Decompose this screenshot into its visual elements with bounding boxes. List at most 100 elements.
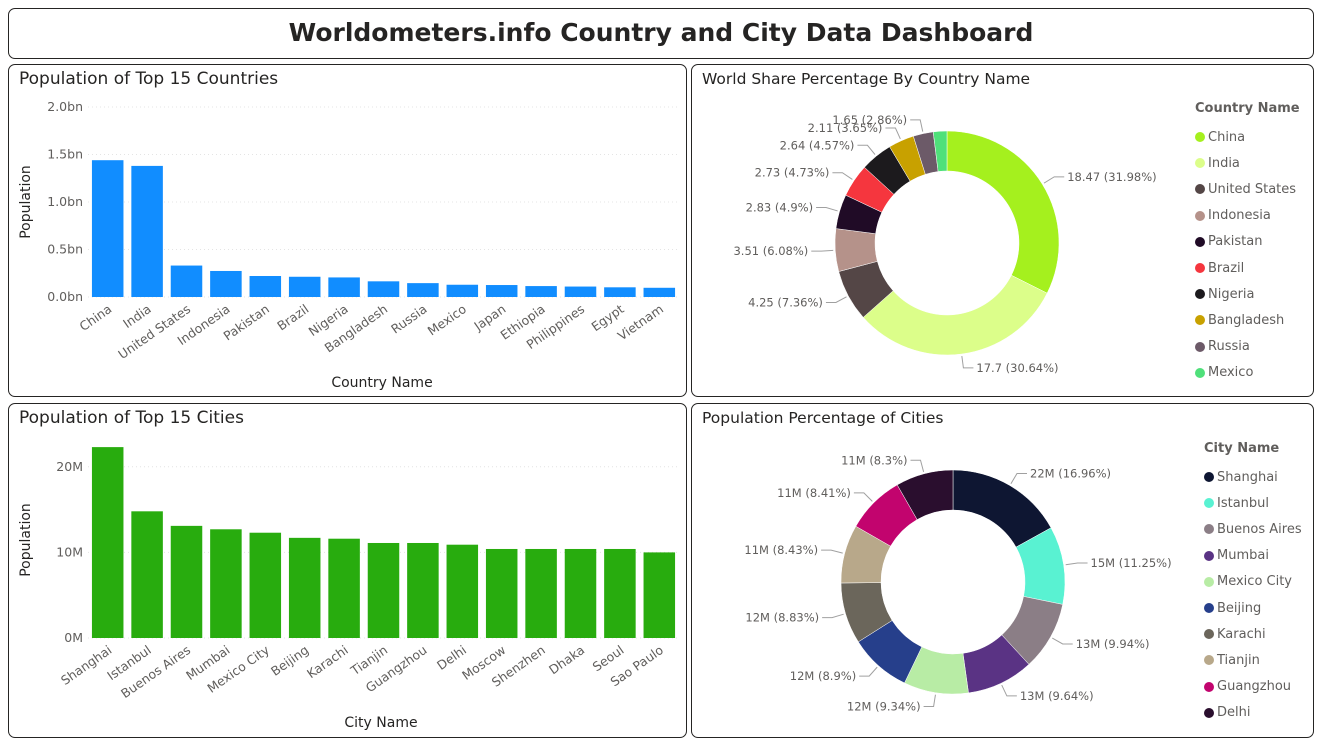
country-share-title: World Share Percentage By Country Name — [702, 70, 1031, 88]
legend-label: Mumbai — [1217, 548, 1269, 564]
y-tick-label: 0.0bn — [47, 289, 83, 304]
countries-bar-panel[interactable]: Population of Top 15 Countries 0.0bn 0.5b… — [8, 64, 687, 397]
legend-item-nigeria[interactable]: Nigeria — [1195, 281, 1300, 307]
data-label: 15M (11.25%) — [1091, 556, 1172, 570]
legend-swatch — [1195, 315, 1205, 326]
leader-line — [811, 249, 834, 252]
bar-ethiopia — [525, 286, 557, 297]
legend-item-brazil[interactable]: Brazil — [1195, 255, 1300, 281]
y-axis-title: Population — [18, 503, 34, 577]
legend-swatch — [1204, 707, 1214, 718]
legend-swatch — [1204, 655, 1214, 666]
leader-line — [910, 119, 924, 132]
legend-swatch — [1195, 132, 1205, 143]
slice-mexico — [932, 130, 948, 172]
legend-item-mexico[interactable]: Mexico — [1195, 360, 1300, 386]
y-tick-label: 0.5bn — [47, 242, 83, 257]
bar-japan — [485, 285, 518, 297]
leader-line — [853, 492, 873, 502]
legend-item-indonesia[interactable]: Indonesia — [1195, 203, 1300, 229]
y-tick-label: 1.0bn — [47, 194, 83, 209]
bar-russia — [407, 283, 439, 297]
legend-swatch — [1204, 524, 1214, 535]
legend-item-tianjin[interactable]: Tianjin — [1204, 647, 1302, 673]
bar-moscow — [485, 548, 518, 638]
data-label: 2.73 (4.73%) — [755, 166, 830, 180]
slice-india — [862, 274, 1048, 356]
x-axis-title: City Name — [344, 715, 417, 731]
bar-beijing — [288, 537, 321, 638]
city-percentage-donut[interactable]: 22M (16.96%) 15M (11.25%) 13M (9.94%) 13M (… — [692, 404, 1315, 739]
legend-label: Istanbul — [1217, 495, 1270, 511]
leader-line — [1001, 684, 1017, 697]
legend-item-karachi[interactable]: Karachi — [1204, 621, 1302, 647]
legend-label: Guangzhou — [1217, 679, 1292, 695]
legend-swatch — [1204, 550, 1214, 561]
legend-label: Buenos Aires — [1217, 521, 1302, 537]
data-label: 11M (8.3%) — [841, 453, 907, 467]
legend-item-pakistan[interactable]: Pakistan — [1195, 229, 1300, 255]
country-share-panel[interactable]: World Share Percentage By Country Name 1… — [691, 64, 1314, 397]
legend-item-india[interactable]: India — [1195, 150, 1300, 176]
country-share-donut[interactable]: 18.47 (31.98%) 17.7 (30.64%) 4.25 (7.36%) 3… — [692, 65, 1315, 398]
legend-label: Pakistan — [1208, 234, 1263, 250]
data-label: 11M (8.43%) — [744, 543, 818, 557]
leader-line — [961, 355, 974, 369]
legend-swatch — [1195, 263, 1205, 274]
bar-delhi — [446, 544, 479, 638]
data-label: 4.25 (7.36%) — [748, 296, 823, 310]
legend-label: Mexico City — [1217, 574, 1293, 590]
data-label: 2.64 (4.57%) — [780, 138, 855, 152]
leader-line — [859, 666, 878, 677]
legend-item-beijing[interactable]: Beijing — [1204, 595, 1302, 621]
legend-item-mumbai[interactable]: Mumbai — [1204, 543, 1302, 569]
leader-line — [821, 549, 843, 554]
legend-label: Beijing — [1217, 600, 1262, 616]
city-percentage-panel[interactable]: Population Percentage of Cities 22M (16.… — [691, 403, 1314, 738]
bar-brazil — [288, 276, 321, 297]
legend-label: India — [1208, 155, 1240, 171]
bar-istanbul — [131, 511, 163, 638]
bar-united-states — [170, 265, 203, 297]
bar-pakistan — [249, 276, 282, 297]
legend-item-bangladesh[interactable]: Bangladesh — [1195, 307, 1300, 333]
dashboard-title-panel: Worldometers.info Country and City Data … — [8, 8, 1314, 59]
bar-shenzhen — [525, 548, 557, 638]
countries-chart-title: Population of Top 15 Countries — [19, 69, 279, 89]
legend-label: Indonesia — [1208, 208, 1271, 224]
y-tick-label: 2.0bn — [47, 99, 83, 114]
legend-item-mexico-city[interactable]: Mexico City — [1204, 569, 1302, 595]
data-label: 22M (16.96%) — [1030, 466, 1111, 480]
legend-item-delhi[interactable]: Delhi — [1204, 700, 1302, 726]
legend-item-guangzhou[interactable]: Guangzhou — [1204, 674, 1302, 700]
bar-philippines — [564, 286, 597, 297]
legend-item-china[interactable]: China — [1195, 124, 1300, 150]
leader-line — [1052, 637, 1073, 645]
legend-swatch — [1195, 341, 1205, 352]
bar-seoul — [604, 548, 636, 638]
leader-line — [822, 613, 844, 619]
country-legend: Country Name China India United States Indo… — [1195, 101, 1300, 386]
legend-item-buenos-aires[interactable]: Buenos Aires — [1204, 516, 1302, 542]
data-label: 2.83 (4.9%) — [746, 201, 813, 215]
y-tick-label: 1.5bn — [47, 147, 83, 162]
legend-swatch — [1195, 158, 1205, 169]
city-percentage-title: Population Percentage of Cities — [702, 409, 944, 427]
data-label: 2.11 (3.65%) — [808, 121, 883, 135]
x-tick-label: Mexico — [425, 301, 469, 338]
bar-buenos-aires — [170, 525, 203, 638]
leader-line — [816, 207, 838, 212]
bar-shanghai — [91, 447, 124, 638]
legend-item-shanghai[interactable]: Shanghai — [1204, 464, 1302, 490]
legend-item-russia[interactable]: Russia — [1195, 334, 1300, 360]
bar-tianjin — [367, 542, 400, 638]
legend-item-istanbul[interactable]: Istanbul — [1204, 490, 1302, 516]
bar-bangladesh — [367, 281, 400, 297]
legend-swatch — [1204, 472, 1214, 483]
legend-item-united-states[interactable]: United States — [1195, 176, 1300, 202]
data-label: 17.7 (30.64%) — [976, 361, 1058, 375]
legend-swatch — [1204, 629, 1214, 640]
cities-bar-panel[interactable]: Population of Top 15 Cities 0M 10M 20M Shan… — [8, 403, 687, 738]
